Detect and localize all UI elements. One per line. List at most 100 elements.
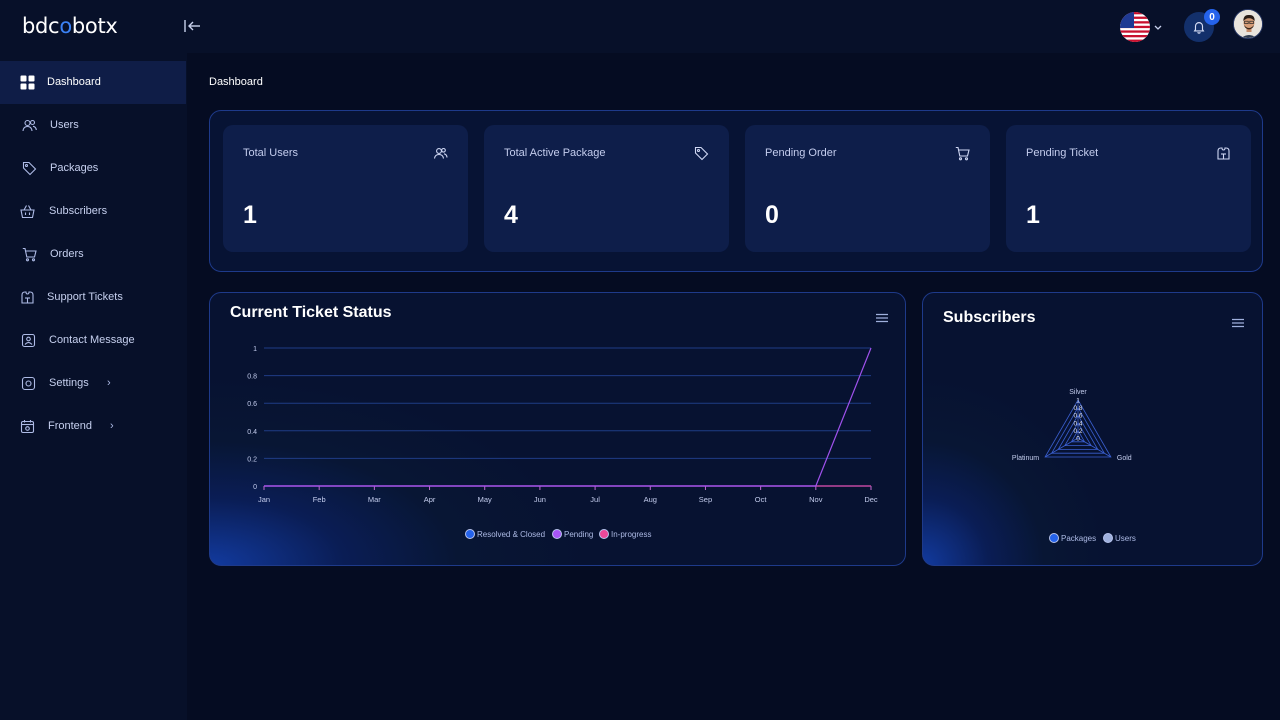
sidebar-item-packages[interactable]: Packages — [0, 147, 186, 190]
ticket-icon — [1216, 146, 1231, 161]
settings-icon — [21, 376, 36, 391]
chevron-down-icon[interactable] — [1153, 19, 1163, 30]
chevron-right-icon: › — [110, 420, 114, 432]
stat-value: 0 — [765, 201, 779, 229]
x-tick-label: Nov — [809, 495, 823, 504]
x-tick-label: Jul — [590, 495, 600, 504]
panel-title: Current Ticket Status — [230, 304, 392, 321]
y-tick-label: 0.4 — [247, 429, 257, 436]
cart-icon — [22, 247, 37, 262]
sidebar-item-users[interactable]: Users — [0, 104, 186, 147]
frontend-icon — [20, 419, 35, 434]
users-icon — [22, 118, 37, 133]
collapse-sidebar-icon[interactable] — [181, 15, 203, 37]
sidebar-item-contact-message[interactable]: Contact Message — [0, 319, 186, 362]
tag-icon — [694, 146, 709, 161]
sidebar-item-dashboard[interactable]: Dashboard — [0, 61, 186, 104]
legend-dot — [552, 529, 562, 539]
stat-value: 1 — [243, 201, 257, 229]
legend-dot — [1103, 533, 1113, 543]
y-tick-label: 0.2 — [247, 456, 257, 463]
sidebar-item-settings[interactable]: Settings › — [0, 362, 186, 405]
ticket-status-chart: 0 0.2 0.4 0.6 0.8 1 Jan Feb Mar Apr May Jun Jul Aug Se… — [247, 346, 878, 504]
breadcrumb: Dashboard — [209, 76, 263, 88]
sidebar-item-label: Frontend — [48, 420, 93, 432]
legend-label: Packages — [1061, 533, 1097, 543]
stats-panel: Total Users 1 Total Active Package 4 Pen… — [209, 110, 1263, 272]
menu-icon[interactable] — [1232, 315, 1244, 328]
stat-value: 1 — [1026, 201, 1040, 229]
legend-pending[interactable]: Pending — [552, 529, 593, 539]
app-logo[interactable]: bdcobotx — [22, 14, 118, 38]
radar-tick-label: 0.6 — [1073, 413, 1082, 420]
notification-count-badge: 0 — [1204, 9, 1220, 25]
legend-label: Users — [1115, 533, 1136, 543]
sidebar-item-label: Settings — [49, 377, 89, 389]
legend-packages[interactable]: Packages — [1049, 533, 1096, 543]
legend-label: Resolved & Closed — [477, 529, 546, 539]
sidebar-item-label: Support Tickets — [47, 291, 123, 303]
sidebar-item-label: Contact Message — [49, 334, 135, 346]
contact-icon — [21, 333, 36, 348]
radar-spoke — [1077, 437, 1112, 458]
x-tick-label: Jan — [258, 495, 270, 504]
sidebar-item-subscribers[interactable]: Subscribers — [0, 190, 186, 233]
sidebar-item-label: Packages — [50, 162, 99, 174]
series-line-pending — [264, 347, 872, 487]
x-tick-label: May — [478, 495, 492, 504]
legend-dot — [1049, 533, 1059, 543]
ticket-status-panel: Current Ticket Status 0 0.2 0.4 0.6 0.8 1 Jan F… — [209, 292, 906, 566]
basket-icon — [20, 204, 35, 219]
stat-title: Pending Order — [765, 147, 837, 159]
radar-tick-label: 0.8 — [1073, 405, 1082, 412]
legend-users[interactable]: Users — [1103, 533, 1136, 543]
subscribers-panel: Subscribers Silver Gold Platinum 0 0.2 0.4 0.6… — [922, 292, 1263, 566]
sidebar-item-label: Users — [50, 119, 79, 131]
sidebar: Dashboard Users Packages Subscribers Ord… — [0, 53, 187, 720]
sidebar-item-label: Dashboard — [47, 76, 101, 88]
stat-card-pending-order[interactable]: Pending Order 0 — [745, 125, 990, 252]
x-tick-label: Apr — [424, 495, 436, 504]
legend-dot — [465, 529, 475, 539]
radar-gridline — [1044, 399, 1112, 458]
legend-dot — [599, 529, 609, 539]
radar-gridline — [1050, 406, 1106, 454]
y-tick-label: 1 — [253, 346, 257, 353]
cart-icon — [955, 146, 970, 161]
y-tick-label: 0 — [253, 484, 257, 491]
user-avatar[interactable] — [1233, 9, 1263, 39]
stat-value: 4 — [504, 201, 518, 229]
radar-tick-label: 1 — [1076, 398, 1080, 405]
sidebar-item-support-tickets[interactable]: Support Tickets — [0, 276, 186, 319]
radar-gridline — [1057, 414, 1099, 450]
legend-label: Pending — [564, 529, 594, 539]
sidebar-item-frontend[interactable]: Frontend › — [0, 405, 186, 448]
users-icon — [433, 146, 448, 161]
stat-title: Total Users — [243, 147, 299, 159]
tag-icon — [22, 161, 37, 176]
stat-title: Total Active Package — [504, 147, 606, 159]
x-tick-label: Sep — [699, 495, 712, 504]
us-flag-icon[interactable] — [1120, 12, 1150, 42]
bell-icon — [1193, 22, 1205, 34]
radar-tick-label: 0.4 — [1073, 420, 1082, 427]
stat-card-total-active-package[interactable]: Total Active Package 4 — [484, 125, 729, 252]
radar-spoke — [1044, 437, 1079, 458]
legend-resolved-closed[interactable]: Resolved & Closed — [465, 529, 545, 539]
x-tick-label: Mar — [368, 495, 381, 504]
x-tick-label: Aug — [644, 495, 657, 504]
y-tick-label: 0.6 — [247, 401, 257, 408]
dashboard-icon — [20, 75, 35, 90]
stat-card-total-users[interactable]: Total Users 1 — [223, 125, 468, 252]
legend-label: In-progress — [611, 529, 652, 539]
stat-card-pending-ticket[interactable]: Pending Ticket 1 — [1006, 125, 1251, 252]
menu-icon[interactable] — [876, 310, 888, 323]
sidebar-item-orders[interactable]: Orders — [0, 233, 186, 276]
sidebar-item-label: Orders — [50, 248, 84, 260]
radar-axis-label: Silver — [1069, 389, 1087, 396]
legend-in-progress[interactable]: In-progress — [599, 529, 651, 539]
x-tick-label: Jun — [534, 495, 546, 504]
panel-title: Subscribers — [943, 309, 1036, 326]
subscribers-radar-chart: Silver Gold Platinum 00.20.40.60.81 — [1012, 389, 1132, 462]
radar-tick-label: 0 — [1076, 436, 1080, 443]
